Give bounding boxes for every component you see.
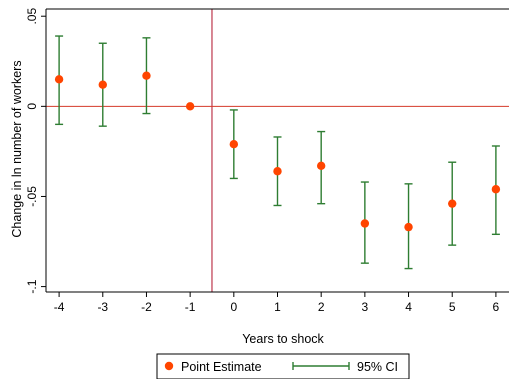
y-axis-title: Change in ln number of workers <box>10 60 24 237</box>
x-tick-label: -1 <box>185 300 196 314</box>
x-tick-label: -4 <box>54 300 65 314</box>
y-tick-label: .05 <box>25 8 39 25</box>
axes: -4 -3 -2 -1 0 1 2 3 4 5 6 .05 0 -.05 -.1 <box>25 8 509 314</box>
point-estimate-marker <box>142 71 151 80</box>
y-tick-label: -.05 <box>25 186 39 207</box>
point-estimate-marker <box>404 222 413 232</box>
x-tick-label: 0 <box>230 300 237 314</box>
point-estimate-marker <box>360 219 370 228</box>
plot-area <box>46 9 509 292</box>
x-tick-label: 3 <box>362 300 369 314</box>
x-tick-label: 2 <box>318 300 325 314</box>
x-tick-label: 1 <box>274 300 281 314</box>
legend: Point Estimate 95% CI <box>156 353 410 379</box>
point-estimate-marker <box>54 75 64 84</box>
legend-box <box>156 353 410 379</box>
point-estimate-marker <box>273 167 282 176</box>
point-estimate-marker <box>491 185 501 194</box>
point-estimate-marker <box>98 80 107 89</box>
legend-label-ci: 95% CI <box>357 360 398 374</box>
y-tick-label: -.1 <box>25 279 39 293</box>
x-tick-label: -3 <box>97 300 108 314</box>
legend-point-marker <box>164 361 174 371</box>
x-tick-label: -2 <box>141 300 152 314</box>
point-estimate-marker <box>448 199 457 208</box>
legend-label-point: Point Estimate <box>181 360 262 374</box>
point-estimate-marker <box>229 139 239 149</box>
x-tick-label: 6 <box>493 300 500 314</box>
y-tick-label: 0 <box>25 103 39 110</box>
x-axis-title: Years to shock <box>242 332 324 346</box>
x-tick-label: 4 <box>405 300 412 314</box>
point-estimate-marker <box>316 161 326 171</box>
point-estimate-marker <box>185 102 195 111</box>
x-tick-label: 5 <box>449 300 456 314</box>
